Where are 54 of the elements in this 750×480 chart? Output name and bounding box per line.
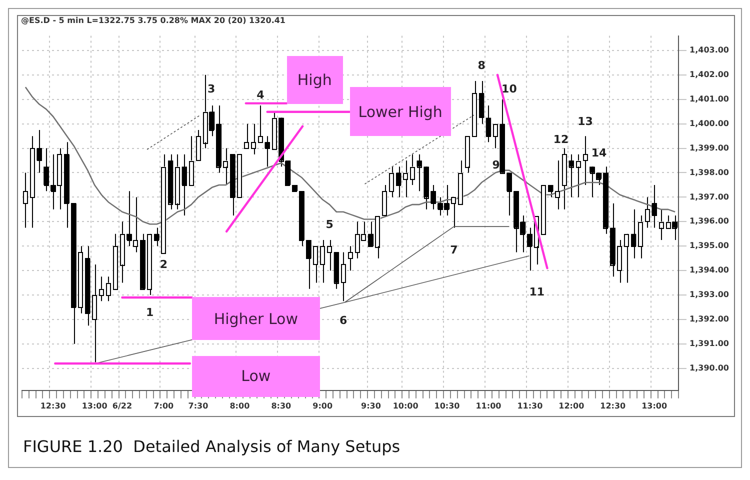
annotation: 11 [529,285,545,298]
annotation: 14 [591,146,608,160]
y-tick-label: 1,402.00 [690,70,730,80]
annotation: 13 [578,114,593,128]
annotation: 2 [160,258,168,272]
x-tick-label: 11:00 [476,401,502,410]
label-box: Higher Low [192,297,320,340]
y-tick-label: 1,393.00 [690,290,730,300]
x-tick-label: 9:30 [361,401,382,410]
y-tick-label: 1,394.00 [690,266,730,275]
x-tick-label: 12:30 [40,401,66,410]
label-box: High [286,56,343,104]
annotation: 12 [553,133,569,146]
x-tick-label: 12:30 [600,401,626,410]
x-tick-label: 8:00 [230,401,250,410]
annotation: 3 [208,82,216,96]
y-tick-label: 1,398.00 [690,168,730,177]
x-tick-label: 10:00 [392,401,419,410]
chart-subtitle: @ES.D - 5 min L=1322.75 3.75 0.28% MAX 20 (20) 1320.41 [20,16,286,27]
y-tick-label: 1,399.00 [690,143,730,152]
annotation: Higher Low [214,310,298,328]
annotation: 1 [146,306,154,319]
y-tick-label: 1,397.00 [690,192,730,202]
annotation: 7 [450,244,458,257]
y-tick-label: 1,396.00 [690,216,730,226]
y-tick-label: 1,390.00 [690,363,730,372]
x-tick-label: 13:00 [642,401,668,410]
x-tick-label: 6/22 [112,401,132,410]
y-tick-label: 1,391.00 [690,339,730,348]
y-tick-label: 1,403.00 [690,46,730,55]
annotation: 4 [256,88,265,102]
x-tick-label: 13:00 [82,401,108,410]
label-box: Lower High [350,87,452,136]
y-tick-label: 1,395.00 [690,241,730,250]
annotation: Lower High [358,102,442,121]
annotation: Low [241,367,271,386]
annotation: 10 [502,82,518,96]
x-tick-label: 11:30 [517,401,544,410]
label-box: Low [192,356,320,396]
annotation: 8 [478,58,486,72]
y-tick-label: 1,392.00 [690,314,730,324]
annotation: 9 [492,158,500,172]
x-tick-label: 12:00 [558,401,585,410]
annotation: 6 [340,314,348,327]
x-tick-label: 8:30 [271,401,292,410]
y-tick-label: 1,401.00 [690,94,730,104]
annotation: High [297,71,332,90]
x-tick-label: 9:00 [312,401,333,410]
y-tick-label: 1,400.00 [690,118,730,128]
x-tick-label: 7:30 [188,401,209,410]
x-tick-label: 10:30 [434,401,460,410]
annotation: 5 [326,218,334,231]
text: FIGURE 1.20 Detailed Analysis of Many Setups [23,437,400,456]
x-tick-label: 7:00 [154,401,174,410]
